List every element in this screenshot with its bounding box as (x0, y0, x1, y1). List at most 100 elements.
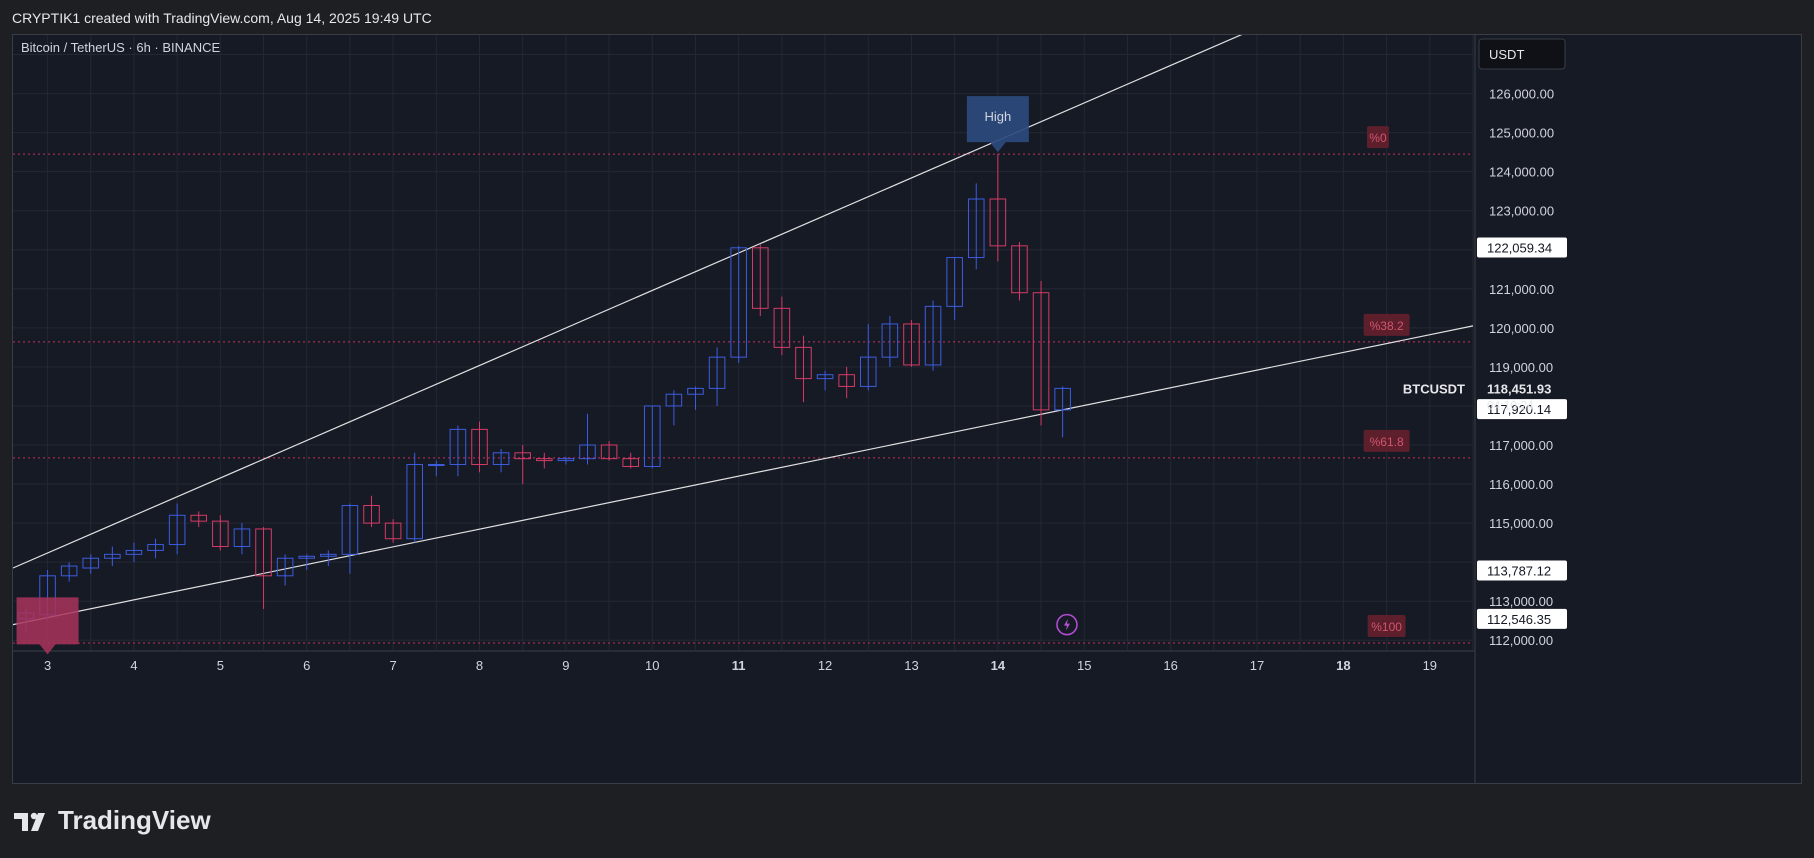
price-tag-value: 122,059.34 (1487, 240, 1552, 255)
time-tick-label: 7 (390, 658, 397, 673)
candle-body (406, 464, 423, 540)
candle-body (147, 544, 164, 551)
time-tick-label: 19 (1423, 658, 1437, 673)
candle-body (1011, 245, 1028, 294)
price-tag (1477, 560, 1567, 581)
candle-countdown: 04:10:24 (1487, 398, 1534, 412)
price-tick-label: 119,000.00 (1489, 360, 1553, 375)
price-tick-label: 121,000.00 (1489, 282, 1554, 297)
candle-body (989, 198, 1007, 247)
instrument-label: Bitcoin / TetherUS · 6h · BINANCE (21, 40, 220, 55)
time-tick-label: 6 (303, 658, 310, 673)
price-tick-label: 125,000.00 (1489, 126, 1554, 141)
price-tick-label: 115,000.00 (1489, 516, 1553, 531)
candle-body (536, 458, 553, 462)
candle-body (82, 557, 100, 569)
candle-body (233, 528, 251, 548)
fib-level-badge (1363, 313, 1410, 336)
candle-body (881, 323, 899, 358)
candle-body (600, 444, 618, 460)
price-tick-label: 113,000.00 (1489, 594, 1553, 609)
currency-label: USDT (1489, 47, 1524, 62)
fib-level-badge (1366, 126, 1389, 149)
time-tick-label: 16 (1163, 658, 1177, 673)
candle-body (903, 323, 920, 366)
candlestick-chart[interactable]: Bitcoin / TetherUS · 6h · BINANCEHigh126… (13, 35, 1801, 783)
candle-body (449, 428, 467, 466)
candle-body (557, 458, 575, 462)
candle-body (1032, 292, 1050, 411)
fib-level-label: %61.8 (1370, 435, 1404, 449)
candle-body (255, 528, 272, 577)
candle-body (104, 553, 121, 559)
time-tick-label: 12 (818, 658, 832, 673)
price-tick-label: 120,000.00 (1489, 321, 1554, 336)
symbol-label: BTCUSDT (1403, 381, 1465, 396)
price-tick-label: 123,000.00 (1489, 204, 1554, 219)
candle-body (363, 505, 380, 524)
candle-body (492, 452, 510, 466)
candle-body (428, 464, 445, 467)
chart-area[interactable]: Bitcoin / TetherUS · 6h · BINANCE High 126… (12, 34, 1802, 784)
high-label: High (984, 109, 1011, 124)
trendline (13, 325, 1474, 626)
time-tick-label: 11 (732, 658, 746, 673)
candle-body (946, 257, 963, 307)
candle-body (168, 514, 186, 546)
candle-body (298, 555, 316, 559)
time-tick-label: 4 (130, 658, 137, 673)
candle-body (795, 346, 812, 380)
time-tick-label: 9 (562, 658, 569, 673)
attribution-text: CRYPTIK1 created with TradingView.com, A… (12, 10, 432, 26)
time-tick-label: 17 (1250, 658, 1264, 673)
candle-body (752, 247, 769, 309)
candle-body (967, 198, 985, 259)
lightning-icon-glyph (1063, 618, 1070, 631)
candle-body (644, 405, 661, 467)
time-tick-label: 3 (44, 658, 51, 673)
candle-body (125, 549, 143, 555)
fib-level-label: %100 (1371, 620, 1402, 634)
candle-body (320, 553, 337, 557)
fib-level-badge (1363, 429, 1410, 452)
candle-body (708, 356, 726, 389)
price-tick-label: 117,000.00 (1489, 438, 1553, 453)
tradingview-logo[interactable]: TradingView (14, 805, 211, 836)
time-tick-label: 13 (904, 658, 918, 673)
price-tick-label: 124,000.00 (1489, 165, 1554, 180)
time-tick-label: 10 (645, 658, 659, 673)
currency-selector (1478, 38, 1566, 70)
low-marker (16, 597, 79, 655)
candle-body (384, 522, 402, 540)
fib-level-label: %38.2 (1370, 319, 1404, 333)
price-tag-value: 112,546.35 (1487, 612, 1551, 627)
candle-body (212, 520, 229, 548)
time-tick-label: 18 (1336, 658, 1350, 673)
time-tick-label: 8 (476, 658, 483, 673)
candle-body (665, 393, 683, 407)
candle-body (838, 374, 855, 387)
tradingview-brand: TradingView (58, 805, 211, 835)
price-tag (1477, 608, 1567, 629)
time-tick-label: 14 (991, 658, 1006, 673)
last-price-value: 118,451.93 (1487, 381, 1551, 396)
candle-body (773, 307, 791, 348)
trendline (13, 35, 1243, 569)
lightning-icon (1056, 613, 1078, 636)
candle-body (514, 452, 531, 460)
price-tag-value: 117,920.14 (1487, 402, 1551, 417)
candle-body (471, 428, 488, 466)
high-marker (966, 96, 1029, 153)
tradingview-logo-icon (14, 812, 45, 831)
candle-body (1054, 387, 1071, 411)
time-tick-label: 15 (1077, 658, 1091, 673)
candle-body (276, 557, 294, 577)
price-tick-label: 126,000.00 (1489, 87, 1554, 102)
candle-body (341, 505, 359, 555)
time-tick-label: 5 (217, 658, 224, 673)
candle-body (622, 458, 639, 467)
candle-body (730, 247, 747, 358)
candle-body (816, 374, 834, 380)
candle-body (924, 305, 942, 366)
price-tag (1477, 237, 1567, 258)
